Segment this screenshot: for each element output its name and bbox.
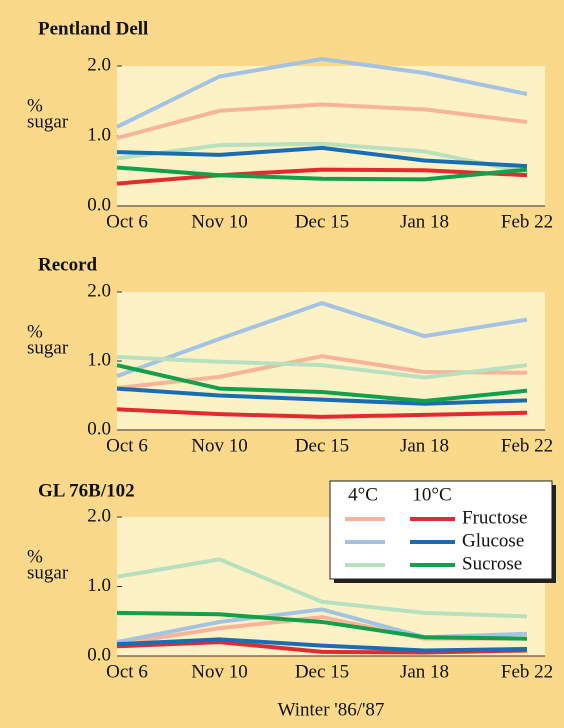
- y-tick-label: 2.0: [87, 54, 111, 75]
- x-tick-label: Dec 15: [295, 435, 349, 456]
- chart-title: GL 76B/102: [38, 480, 135, 501]
- x-tick-label: Dec 15: [295, 211, 349, 232]
- x-tick-label: Feb 22: [501, 435, 553, 456]
- y-tick-label: 1.0: [87, 349, 111, 370]
- x-tick-label: Nov 10: [191, 211, 247, 232]
- series-line: [116, 167, 528, 186]
- x-tick-label: Feb 22: [501, 211, 553, 232]
- series-line: [116, 145, 528, 169]
- y-axis-label: sugar: [27, 562, 69, 583]
- x-tick-label: Nov 10: [191, 661, 247, 682]
- y-tick-label: 1.0: [87, 124, 111, 145]
- plot-area: [117, 66, 545, 206]
- chart-title: Record: [38, 254, 98, 275]
- series-line: [116, 57, 528, 129]
- x-tick-label: Dec 15: [295, 661, 349, 682]
- series-line: [116, 141, 528, 175]
- x-tick-label: Oct 6: [106, 661, 148, 682]
- legend: [329, 480, 553, 580]
- y-tick-label: 0.0: [87, 194, 111, 215]
- chart-title: Pentland Dell: [38, 18, 148, 39]
- y-axis-label: sugar: [27, 337, 69, 358]
- legend-label: Sucrose: [462, 553, 522, 574]
- series-line: [116, 354, 528, 380]
- legend-header: 10°C: [412, 484, 451, 505]
- series-line: [116, 407, 528, 419]
- legend-label: Glucose: [462, 530, 524, 551]
- y-tick-label: 0.0: [87, 644, 111, 665]
- series-line: [116, 637, 528, 653]
- series-line: [116, 301, 528, 379]
- x-tick-label: Oct 6: [106, 211, 148, 232]
- series-line: [116, 102, 528, 141]
- y-tick-label: 0.0: [87, 418, 111, 439]
- series-line: [116, 557, 528, 619]
- x-tick-label: Jan 18: [400, 661, 449, 682]
- x-tick-label: Nov 10: [191, 435, 247, 456]
- y-tick-label: 2.0: [87, 280, 111, 301]
- y-axis-label: %: [27, 546, 43, 567]
- y-tick-label: 1.0: [87, 575, 111, 596]
- x-axis-label: Winter '86/'87: [278, 699, 385, 720]
- x-tick-label: Oct 6: [106, 435, 148, 456]
- x-tick-label: Feb 22: [501, 661, 553, 682]
- y-axis-label: %: [27, 321, 43, 342]
- y-tick-label: 2.0: [87, 505, 111, 526]
- y-axis-label: %: [27, 95, 43, 116]
- series-line: [116, 386, 528, 406]
- series-line: [116, 363, 528, 404]
- y-axis-label: sugar: [27, 111, 69, 132]
- series-line: [116, 610, 528, 641]
- legend-label: Fructose: [462, 507, 527, 528]
- x-tick-label: Jan 18: [400, 211, 449, 232]
- series-line: [116, 165, 528, 182]
- x-tick-label: Jan 18: [400, 435, 449, 456]
- legend-header: 4°C: [348, 484, 378, 505]
